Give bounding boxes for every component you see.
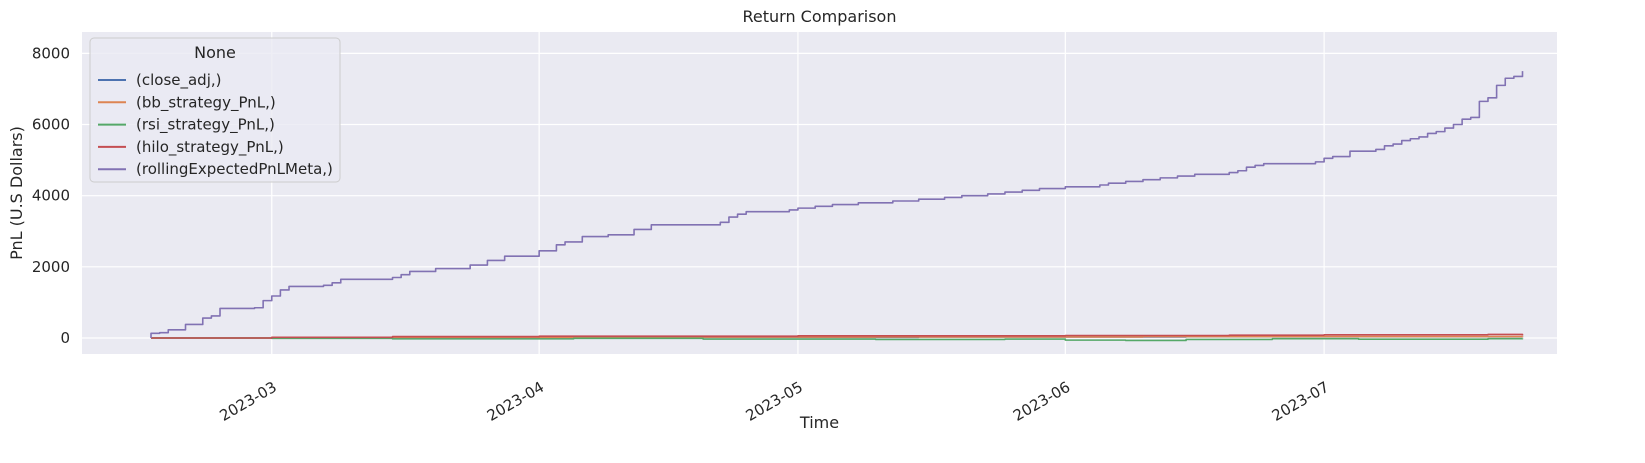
legend-label-3: (hilo_strategy_PnL,) <box>136 138 284 157</box>
series-line-3 <box>151 333 1524 339</box>
y-tick-label: 8000 <box>32 44 70 62</box>
series-line-2 <box>151 337 1524 342</box>
y-tick-label: 6000 <box>32 116 70 134</box>
legend-items: (close_adj,) (bb_strategy_PnL,) (rsi_strat… <box>98 71 333 178</box>
series-line-4 <box>150 71 1524 338</box>
chart-title: Return Comparison <box>743 7 897 26</box>
y-axis-ticks: 0 2000 4000 6000 8000 <box>32 44 70 347</box>
legend-label-2: (rsi_strategy_PnL,) <box>136 116 275 135</box>
series-lines <box>150 71 1524 342</box>
x-axis-label: Time <box>799 413 839 432</box>
y-axis-label: PnL (U.S Dollars) <box>7 126 26 260</box>
y-tick-label: 4000 <box>32 187 70 205</box>
legend-box <box>89 37 341 183</box>
legend-label-0: (close_adj,) <box>136 71 222 90</box>
legend: None (close_adj,) (bb_strategy_PnL,) (rsi_… <box>89 37 341 183</box>
y-tick-label: 0 <box>60 329 70 347</box>
legend-label-4: (rollingExpectedPnLMeta,) <box>136 160 333 178</box>
legend-title: None <box>194 43 236 62</box>
legend-label-1: (bb_strategy_PnL,) <box>136 93 276 112</box>
y-tick-label: 2000 <box>32 258 70 276</box>
